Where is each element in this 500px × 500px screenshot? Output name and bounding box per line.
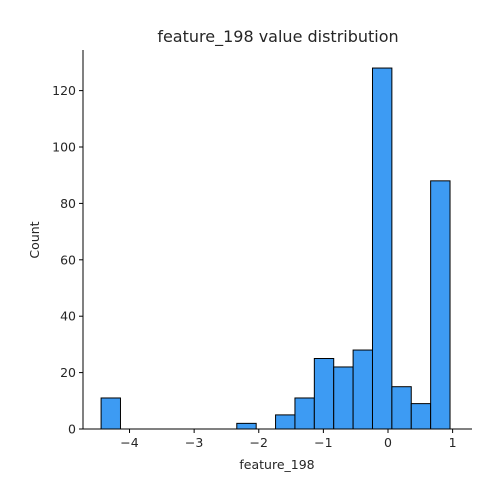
histogram-bar bbox=[333, 366, 354, 430]
y-tick-label: 100 bbox=[52, 140, 76, 155]
x-tick-label: −2 bbox=[250, 435, 268, 450]
y-tick-label: 20 bbox=[60, 365, 76, 380]
y-tick-label: 0 bbox=[68, 422, 76, 437]
x-tick-label: 1 bbox=[449, 435, 457, 450]
y-axis-label: Count bbox=[27, 221, 42, 258]
histogram-bar bbox=[275, 414, 296, 430]
x-tick-label: −1 bbox=[314, 435, 332, 450]
histogram-bar bbox=[236, 422, 257, 430]
x-tick-label: −3 bbox=[185, 435, 203, 450]
histogram-bar bbox=[430, 180, 451, 430]
y-tick-label: 120 bbox=[52, 83, 76, 98]
histogram-bar bbox=[313, 358, 335, 430]
x-tick-label: 0 bbox=[384, 435, 392, 450]
x-ticks-layer: −4 −3 −2 −1 0 1 bbox=[120, 429, 457, 450]
y-tick-label: 40 bbox=[60, 309, 76, 324]
histogram-bar bbox=[352, 349, 373, 430]
x-tick-label: −4 bbox=[120, 435, 138, 450]
y-tick-label: 60 bbox=[60, 252, 76, 267]
histogram-bar bbox=[294, 397, 315, 430]
bars-layer bbox=[100, 67, 451, 430]
histogram-bar bbox=[100, 397, 121, 430]
histogram-bar bbox=[371, 67, 393, 430]
x-axis-label: feature_198 bbox=[239, 457, 314, 472]
y-ticks-layer: 0 20 40 60 80 100 120 bbox=[52, 83, 83, 437]
chart-title: feature_198 value distribution bbox=[157, 27, 398, 47]
histogram-bar bbox=[410, 403, 432, 430]
histogram-bar bbox=[391, 386, 412, 430]
y-tick-label: 80 bbox=[60, 196, 76, 211]
